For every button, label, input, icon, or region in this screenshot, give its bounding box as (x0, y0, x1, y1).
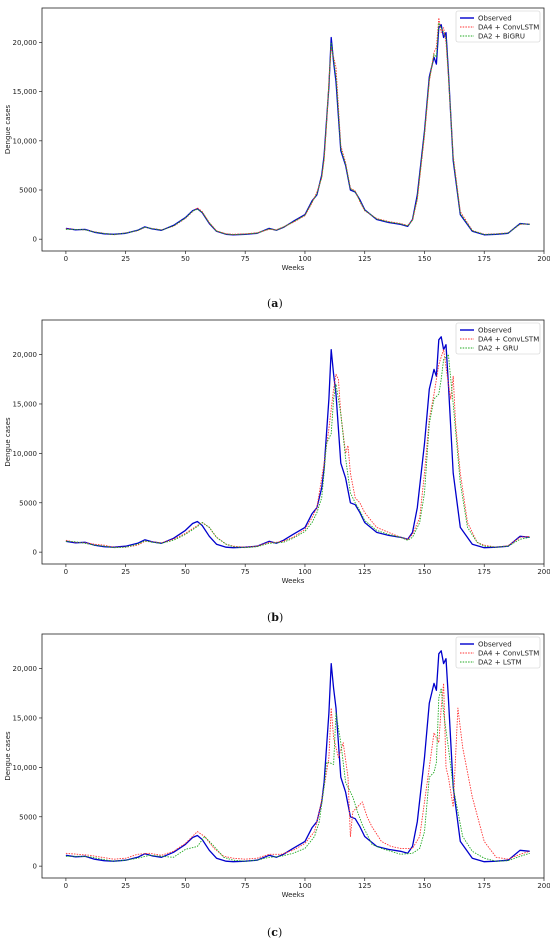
y-axis-label: Dengue cases (4, 105, 12, 155)
y-tick-label: 10,000 (13, 450, 38, 458)
x-tick-label: 0 (64, 255, 68, 263)
x-tick-label: 75 (241, 882, 250, 890)
legend-label: Observed (478, 327, 512, 335)
plot-frame (41, 319, 545, 565)
chart-panel-c: 0 25 50 75 100 125 150 175 200 0 5000 10,000 15,000 2… (4, 633, 550, 899)
legend-box (455, 10, 541, 43)
x-tick-label: 0 (64, 882, 68, 890)
plot-frame (41, 633, 545, 879)
y-tick-label: 15,000 (13, 400, 38, 408)
legend-label: DA2 + LSTM (478, 659, 521, 667)
chart-panel-b: 0 25 50 75 100 125 150 175 200 0 5000 10,000 15,000 2… (4, 319, 550, 585)
x-tick-label: 100 (298, 882, 311, 890)
y-tick-label: 15,000 (13, 88, 38, 96)
legend-label: DA4 + ConvLSTM (478, 336, 539, 344)
x-tick-label: 100 (298, 568, 311, 576)
series-line-1 (65, 682, 530, 860)
plot-frame (41, 7, 545, 252)
chart-panel-a: 0 25 50 75 100 125 150 175 200 0 5000 10,000 15,000 2… (4, 7, 550, 272)
x-tick-label: 150 (418, 882, 431, 890)
y-tick-label: 0 (33, 863, 37, 871)
x-tick-label: 150 (418, 568, 431, 576)
y-tick-label: 20,000 (13, 39, 38, 47)
x-tick-label: 125 (358, 882, 371, 890)
series-line-1 (65, 349, 530, 548)
x-axis-label: Weeks (282, 891, 305, 899)
y-tick-label: 10,000 (13, 137, 38, 145)
legend-box (455, 322, 541, 355)
x-tick-label: 200 (537, 882, 550, 890)
x-tick-label: 100 (298, 255, 311, 263)
legend-box (455, 636, 541, 669)
y-tick-label: 5000 (19, 813, 37, 821)
series-line-2 (65, 22, 530, 236)
y-tick-label: 5000 (19, 187, 37, 195)
legend-label: DA2 + BiGRU (478, 33, 525, 41)
x-tick-label: 50 (181, 255, 190, 263)
x-tick-label: 150 (418, 255, 431, 263)
y-axis-label: Dengue cases (4, 417, 12, 467)
series-line-0 (65, 336, 530, 549)
legend-label: Observed (478, 15, 512, 23)
y-tick-label: 20,000 (13, 665, 38, 673)
legend-label: DA2 + GRU (478, 345, 518, 353)
x-tick-label: 175 (478, 882, 491, 890)
legend-label: DA4 + ConvLSTM (478, 24, 539, 32)
caption-a: (a) (267, 297, 283, 310)
legend-label: Observed (478, 641, 512, 649)
y-tick-label: 10,000 (13, 764, 38, 772)
x-tick-label: 75 (241, 255, 250, 263)
series-line-2 (65, 354, 530, 549)
x-tick-label: 125 (358, 255, 371, 263)
x-axis-label: Weeks (282, 577, 305, 585)
x-tick-label: 200 (537, 568, 550, 576)
x-tick-label: 0 (64, 568, 68, 576)
series-line-1 (65, 17, 530, 236)
series-line-2 (65, 687, 530, 862)
y-tick-label: 15,000 (13, 714, 38, 722)
y-tick-label: 20,000 (13, 351, 38, 359)
series-line-0 (65, 24, 530, 236)
y-tick-label: 5000 (19, 499, 37, 507)
x-tick-label: 175 (478, 568, 491, 576)
x-tick-label: 200 (537, 255, 550, 263)
x-tick-label: 25 (121, 255, 130, 263)
x-axis-label: Weeks (282, 264, 305, 272)
y-axis-label: Dengue cases (4, 731, 12, 781)
x-tick-label: 75 (241, 568, 250, 576)
legend-label: DA4 + ConvLSTM (478, 650, 539, 658)
caption-b: (b) (267, 611, 284, 624)
x-tick-label: 175 (478, 255, 491, 263)
x-tick-label: 125 (358, 568, 371, 576)
caption-c: (c) (267, 926, 283, 939)
x-tick-label: 25 (121, 568, 130, 576)
y-tick-label: 0 (33, 549, 37, 557)
series-line-0 (65, 650, 530, 863)
y-tick-label: 0 (33, 236, 37, 244)
x-tick-label: 50 (181, 882, 190, 890)
x-tick-label: 50 (181, 568, 190, 576)
x-tick-label: 25 (121, 882, 130, 890)
